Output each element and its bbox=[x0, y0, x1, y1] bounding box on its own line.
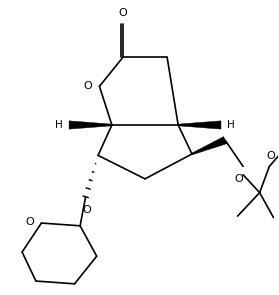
Polygon shape bbox=[192, 137, 227, 155]
Polygon shape bbox=[69, 121, 112, 129]
Text: O: O bbox=[25, 217, 34, 227]
Polygon shape bbox=[178, 121, 221, 129]
Text: H: H bbox=[55, 120, 63, 130]
Text: O: O bbox=[83, 204, 92, 214]
Text: O: O bbox=[266, 151, 275, 161]
Text: O: O bbox=[119, 8, 127, 18]
Text: O: O bbox=[235, 174, 243, 184]
Text: O: O bbox=[83, 81, 92, 91]
Text: H: H bbox=[227, 120, 235, 130]
